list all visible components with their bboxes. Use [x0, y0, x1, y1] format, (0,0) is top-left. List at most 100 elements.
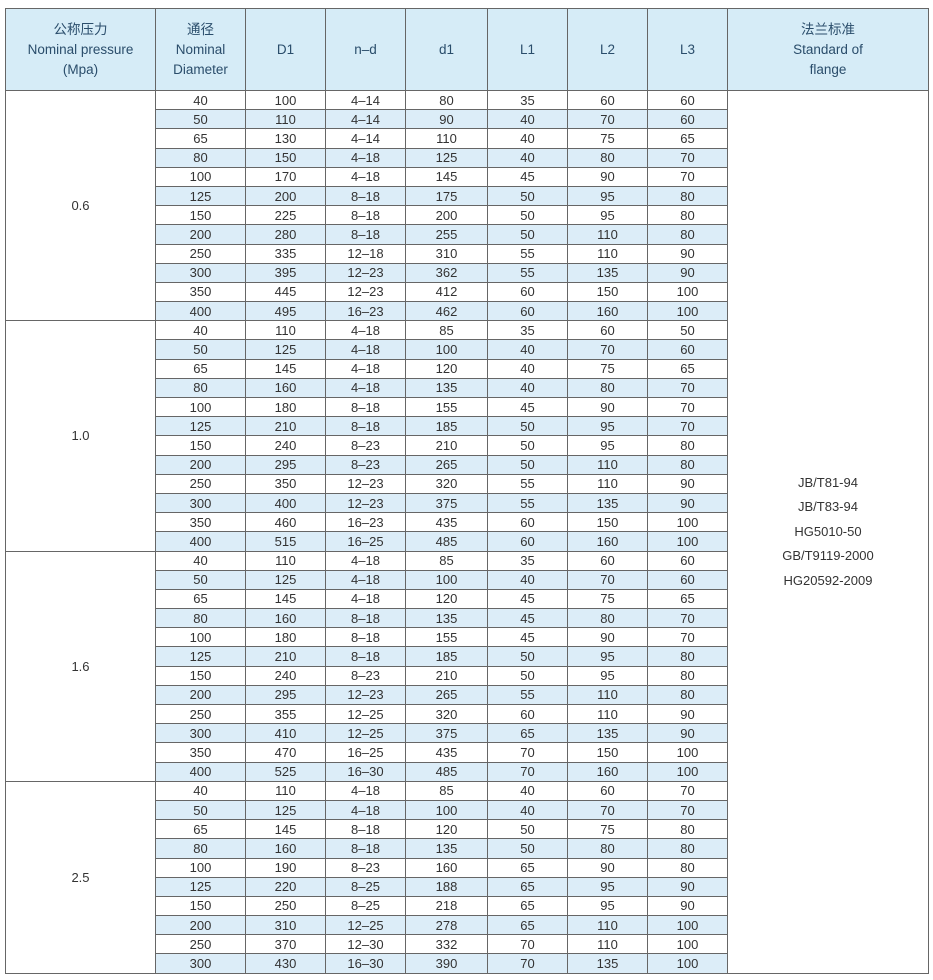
data-cell: 150: [567, 512, 648, 533]
data-row: 200 295 8–23 265 50 110 80: [6, 454, 929, 475]
data-cell: 70: [647, 799, 728, 821]
data-cell: 90: [647, 876, 728, 897]
data-cell: 65: [647, 128, 728, 149]
data-cell: 125: [155, 876, 246, 897]
data-cell: 100: [155, 857, 246, 878]
data-cell: 160: [567, 761, 648, 782]
data-cell: 50: [487, 435, 568, 456]
data-cell: 60: [567, 320, 648, 341]
pressure-cell: 1.6: [5, 550, 156, 782]
data-cell: 100: [405, 569, 488, 590]
standard-line: JB/T83-94: [798, 499, 858, 515]
data-cell: 75: [567, 128, 648, 149]
data-cell: 8–23: [325, 435, 406, 456]
data-cell: 16–25: [325, 531, 406, 552]
data-cell: 150: [155, 895, 246, 917]
data-cell: 180: [245, 627, 326, 648]
data-cell: 95: [567, 895, 648, 917]
data-cell: 390: [405, 953, 488, 974]
data-cell: 16–23: [325, 301, 406, 322]
data-cell: 40: [487, 569, 568, 590]
data-cell: 40: [155, 320, 246, 341]
data-row: 80 150 4–18 125 40 80 70: [6, 147, 929, 168]
data-cell: 65: [647, 358, 728, 379]
data-cell: 40: [487, 780, 568, 801]
data-cell: 145: [245, 588, 326, 610]
data-cell: 90: [647, 723, 728, 744]
data-row: 125 220 8–25 188 65 95 90: [6, 876, 929, 897]
data-cell: 100: [155, 396, 246, 418]
data-cell: 250: [245, 895, 326, 917]
data-cell: 75: [567, 358, 648, 379]
standard-line: HG20592-2009: [783, 572, 873, 588]
data-cell: 120: [405, 358, 488, 379]
data-cell: 300: [155, 953, 246, 974]
data-cell: 125: [245, 569, 326, 590]
data-cell: 80: [647, 224, 728, 245]
data-cell: 250: [155, 473, 246, 494]
data-cell: 135: [567, 492, 648, 514]
data-cell: 12–23: [325, 492, 406, 514]
data-cell: 8–23: [325, 665, 406, 686]
data-cell: 300: [155, 262, 246, 283]
data-cell: 70: [647, 147, 728, 168]
data-cell: 4–18: [325, 358, 406, 379]
data-cell: 80: [567, 608, 648, 629]
data-cell: 110: [405, 128, 488, 149]
data-cell: 90: [567, 166, 648, 187]
data-cell: 295: [245, 454, 326, 475]
data-cell: 8–18: [325, 819, 406, 840]
data-cell: 100: [647, 761, 728, 782]
data-cell: 125: [405, 147, 488, 168]
data-cell: 350: [155, 742, 246, 763]
data-cell: 55: [487, 262, 568, 283]
data-cell: 150: [155, 205, 246, 226]
data-row: 350 470 16–25 435 70 150 100: [6, 742, 929, 763]
data-cell: 80: [647, 857, 728, 878]
data-cell: 55: [487, 492, 568, 514]
data-cell: 50: [487, 205, 568, 226]
data-cell: 60: [487, 301, 568, 322]
data-cell: 310: [245, 915, 326, 936]
data-cell: 65: [155, 128, 246, 149]
header-line: Standard of: [793, 41, 863, 57]
data-cell: 8–23: [325, 857, 406, 878]
data-cell: 45: [487, 396, 568, 418]
data-row: 50 125 4–18 100 40 70 60: [6, 569, 929, 590]
data-row: 125 200 8–18 175 50 95 80: [6, 185, 929, 207]
header-cell: 法兰标准 Standard of flange: [727, 8, 929, 91]
data-cell: 100: [647, 742, 728, 763]
data-cell: 135: [405, 377, 488, 399]
data-cell: 110: [245, 780, 326, 801]
data-cell: 50: [155, 569, 246, 590]
data-cell: 75: [567, 588, 648, 610]
data-cell: 200: [155, 684, 246, 706]
data-cell: 90: [647, 473, 728, 494]
data-cell: 145: [245, 358, 326, 379]
pressure-cell: 2.5: [5, 780, 156, 974]
data-cell: 100: [405, 799, 488, 821]
header-row: 公称压力 Nominal pressure (Mpa) 通径 Nominal Diamet…: [5, 8, 929, 91]
data-cell: 80: [567, 838, 648, 859]
data-cell: 410: [245, 723, 326, 744]
data-cell: 8–18: [325, 205, 406, 226]
data-cell: 160: [245, 608, 326, 629]
data-cell: 8–18: [325, 185, 406, 207]
data-cell: 8–18: [325, 396, 406, 418]
data-cell: 375: [405, 723, 488, 744]
data-cell: 265: [405, 684, 488, 706]
data-cell: 95: [567, 665, 648, 686]
data-cell: 70: [647, 608, 728, 629]
data-cell: 80: [647, 684, 728, 706]
data-cell: 4–18: [325, 588, 406, 610]
data-cell: 4–18: [325, 166, 406, 187]
data-cell: 80: [647, 435, 728, 456]
data-cell: 445: [245, 281, 326, 303]
data-cell: 65: [155, 358, 246, 379]
data-cell: 210: [405, 665, 488, 686]
data-cell: 280: [245, 224, 326, 245]
data-row: 100 180 8–18 155 45 90 70: [6, 396, 929, 418]
data-cell: 100: [647, 915, 728, 936]
data-cell: 95: [567, 416, 648, 437]
data-cell: 255: [405, 224, 488, 245]
